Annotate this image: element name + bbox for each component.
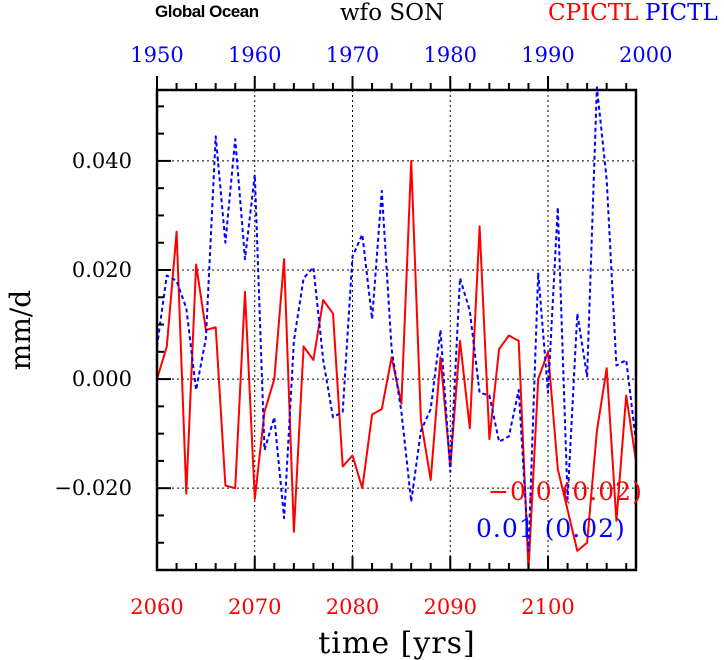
x-tick-label: 2100 [521,595,574,619]
top-tick-label: 1980 [424,43,477,67]
annotation-pictl-stats: 0.01 (0.02) [476,514,626,543]
y-tick-label: 0.040 [72,149,132,173]
y-tick-label: −0.020 [54,476,132,500]
legend-cpictl-label: CPICTL [548,0,638,26]
x-tick-label: 2070 [228,595,281,619]
annotation-cpictl-stats: −0.0 (0.02) [488,477,643,506]
x-tick-label: 2060 [130,595,183,619]
chart-title: wfo SON [340,0,444,26]
top-tick-label: 1990 [521,43,574,67]
x-axis-title: time [yrs] [318,626,475,660]
legend-pictl-label: PICTL [645,0,718,26]
y-tick-label: 0.000 [72,367,132,391]
ticks [156,76,628,571]
x-tick-label: 2080 [326,595,379,619]
region-label: Global Ocean [155,2,259,21]
y-tick-label: 0.020 [72,258,132,282]
series [156,86,637,571]
top-tick-label: 1950 [130,43,183,67]
y-axis-title: mm/d [4,290,37,371]
tick-labels: 2060 2070 2080 2090 2100 1950 1960 1970 1980 1990… [54,43,672,619]
top-tick-label: 2000 [619,43,672,67]
top-tick-label: 1960 [228,43,281,67]
series-line-pictl [156,86,637,552]
top-tick-label: 1970 [326,43,379,67]
plot-frame [155,88,638,572]
series-line-cpictl [156,159,637,571]
x-tick-label: 2090 [424,595,477,619]
